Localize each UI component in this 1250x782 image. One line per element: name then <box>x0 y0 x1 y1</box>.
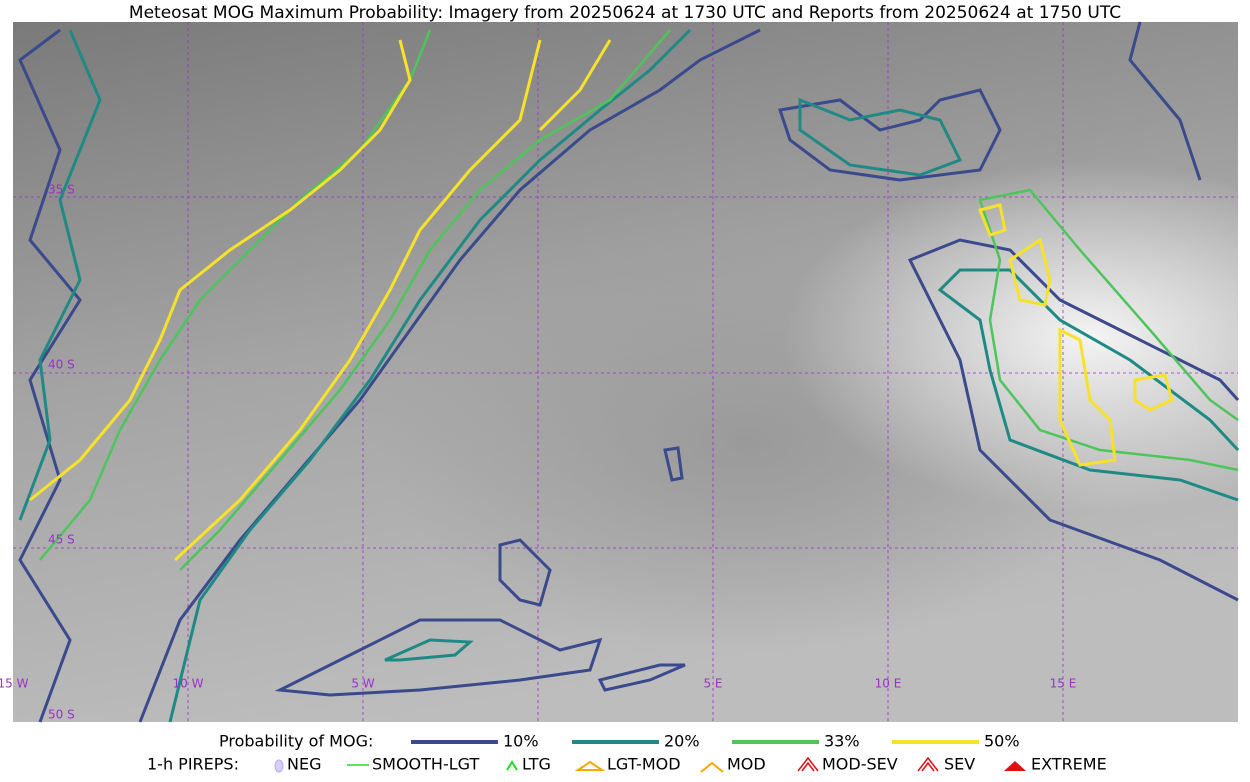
lat-label: 45 S <box>48 533 75 547</box>
contour-10 <box>274 446 686 697</box>
longitude-labels: 15 W 10 W 5 W 5 E 10 E 15 E <box>0 677 1076 691</box>
contour-10 <box>18 28 761 723</box>
contour-33 <box>978 188 1239 472</box>
lat-label: 50 S <box>48 708 75 722</box>
grid <box>13 22 1238 722</box>
map: 15 W 10 W 5 W 5 E 10 E 15 E 35 S 40 S 45… <box>0 21 1240 723</box>
contour-10 <box>778 88 1002 182</box>
legend: Probability of MOG: 10% 20% 33% 50% 1-h PIR… <box>147 732 1107 774</box>
mod-sev-icon <box>797 756 819 772</box>
lon-label: 15 W <box>0 677 29 691</box>
extreme-icon <box>1004 761 1026 771</box>
pirep-label: LGT-MOD <box>607 755 681 774</box>
contours <box>18 21 1240 723</box>
contour-50 <box>977 203 1174 467</box>
legend-title: 1-h PIREPS: <box>147 755 239 774</box>
latitude-labels: 35 S 40 S 45 S 50 S <box>48 183 75 722</box>
contour-50 <box>29 39 612 562</box>
legend-label: 20% <box>664 732 700 751</box>
lon-label: 10 E <box>875 677 902 691</box>
pirep-label: SMOOTH-LGT <box>372 755 479 774</box>
pirep-label: EXTREME <box>1031 755 1107 774</box>
satellite-image <box>13 22 1238 722</box>
neg-icon <box>274 759 284 773</box>
legend-label: 50% <box>984 732 1020 751</box>
lon-label: 5 E <box>703 677 722 691</box>
contour-20 <box>18 28 692 723</box>
contour-33 <box>39 29 671 571</box>
ltg-icon <box>506 760 518 771</box>
legend-title: Probability of MOG: <box>219 732 373 751</box>
contour-10 <box>907 21 1240 602</box>
contour-20 <box>937 268 1240 502</box>
pirep-label: LTG <box>522 755 551 774</box>
contour-20 <box>384 97 963 662</box>
lat-label: 40 S <box>48 358 75 372</box>
pirep-icons <box>274 756 1026 773</box>
legend-label: 10% <box>503 732 539 751</box>
pirep-labels: NEG SMOOTH-LGT LTG LGT-MOD MOD MOD-SEV SEV EXTR… <box>287 755 1107 774</box>
title: Meteosat MOG Maximum Probability: Imager… <box>129 3 1121 23</box>
lon-label: 10 W <box>173 677 204 691</box>
pirep-label: NEG <box>287 755 321 774</box>
lon-label: 5 W <box>351 677 374 691</box>
sev-icon <box>917 756 939 772</box>
mod-icon <box>700 761 724 773</box>
pirep-label: MOD-SEV <box>822 755 898 774</box>
legend-levels: 10% 20% 33% 50% <box>411 732 1020 751</box>
legend-label: 33% <box>824 732 860 751</box>
lon-label: 15 E <box>1050 677 1077 691</box>
pirep-label: MOD <box>727 755 766 774</box>
lat-label: 35 S <box>48 183 75 197</box>
lgt-mod-icon <box>574 760 606 771</box>
pirep-label: SEV <box>944 755 975 774</box>
